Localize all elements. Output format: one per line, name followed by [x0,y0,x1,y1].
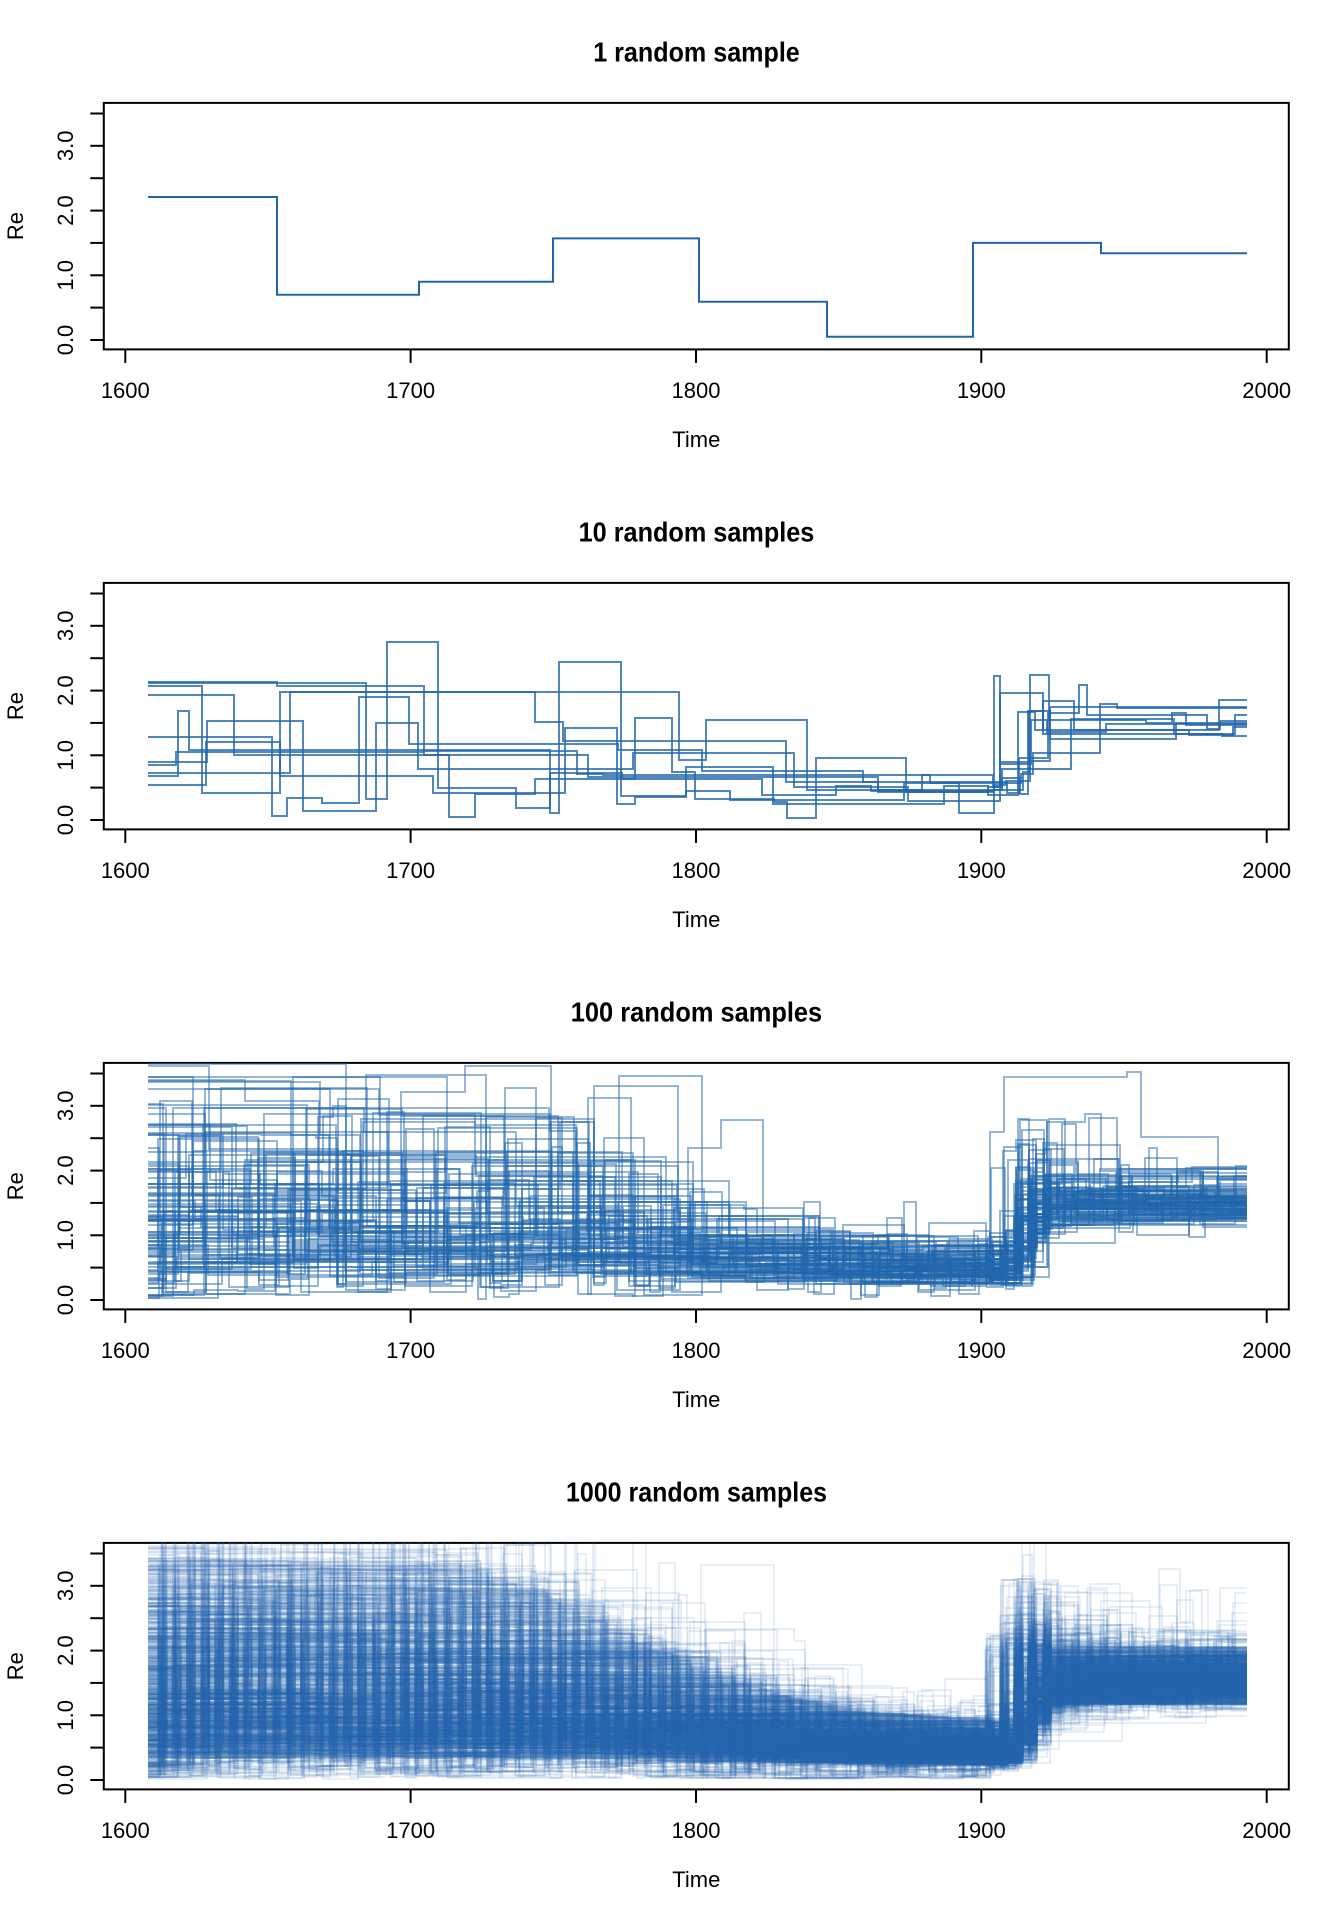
svg-text:0.0: 0.0 [53,325,78,356]
svg-text:3.0: 3.0 [53,1091,78,1122]
svg-text:Re: Re [3,1652,28,1680]
svg-text:Time: Time [672,907,720,932]
svg-text:Time: Time [672,1867,720,1892]
svg-text:1700: 1700 [386,858,435,883]
svg-text:1.0: 1.0 [53,260,78,291]
svg-text:1800: 1800 [672,1338,721,1363]
svg-text:1600: 1600 [101,1818,150,1843]
svg-text:3.0: 3.0 [53,611,78,642]
svg-text:2.0: 2.0 [53,1635,78,1666]
svg-text:10 random samples: 10 random samples [579,516,815,547]
svg-text:1600: 1600 [101,858,150,883]
svg-text:2000: 2000 [1242,378,1291,403]
svg-text:Re: Re [3,692,28,720]
svg-text:1900: 1900 [957,1818,1006,1843]
svg-text:1 random sample: 1 random sample [593,36,800,67]
svg-text:2.0: 2.0 [53,195,78,226]
svg-text:0.0: 0.0 [53,805,78,836]
svg-text:1600: 1600 [101,1338,150,1363]
svg-text:2000: 2000 [1242,858,1291,883]
svg-text:1900: 1900 [957,858,1006,883]
svg-text:2.0: 2.0 [53,675,78,706]
svg-text:2000: 2000 [1242,1818,1291,1843]
svg-text:0.0: 0.0 [53,1285,78,1316]
svg-text:1700: 1700 [386,378,435,403]
svg-text:1700: 1700 [386,1338,435,1363]
svg-text:100 random samples: 100 random samples [571,996,822,1027]
svg-text:2000: 2000 [1242,1338,1291,1363]
svg-text:0.0: 0.0 [53,1765,78,1796]
svg-text:1600: 1600 [101,378,150,403]
svg-text:1.0: 1.0 [53,740,78,771]
svg-text:Time: Time [672,1387,720,1412]
svg-text:1800: 1800 [672,858,721,883]
svg-text:3.0: 3.0 [53,1571,78,1602]
svg-text:1800: 1800 [672,378,721,403]
svg-text:1000 random samples: 1000 random samples [566,1476,827,1507]
svg-text:2.0: 2.0 [53,1155,78,1186]
svg-text:1900: 1900 [957,1338,1006,1363]
svg-text:1.0: 1.0 [53,1700,78,1731]
svg-text:1800: 1800 [672,1818,721,1843]
svg-text:1900: 1900 [957,378,1006,403]
svg-text:3.0: 3.0 [53,131,78,162]
svg-text:Re: Re [3,212,28,240]
svg-text:1.0: 1.0 [53,1220,78,1251]
svg-text:1700: 1700 [386,1818,435,1843]
svg-text:Re: Re [3,1172,28,1200]
svg-text:Time: Time [672,427,720,452]
